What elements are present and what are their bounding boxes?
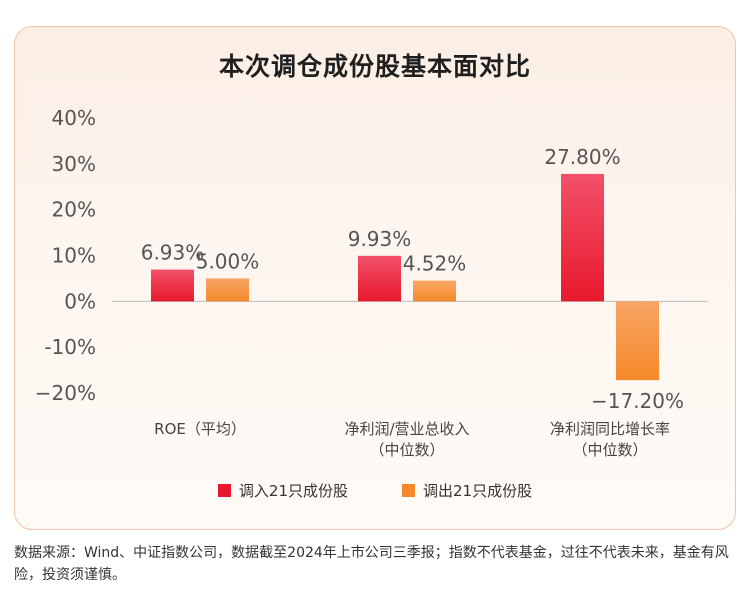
y-tick-label: 40% bbox=[52, 106, 96, 130]
bar-out bbox=[206, 278, 249, 302]
y-tick-label: 20% bbox=[52, 198, 96, 222]
bar-in bbox=[151, 269, 194, 302]
legend-item-out: 调出21只成份股 bbox=[402, 480, 532, 501]
y-tick-label: −20% bbox=[35, 381, 96, 405]
chart-card: 本次调仓成份股基本面对比 bbox=[14, 26, 736, 530]
x-category-label: （中位数） bbox=[572, 441, 647, 459]
data-label: 27.80% bbox=[544, 145, 620, 169]
footnote: 数据来源：Wind、中证指数公司，数据截至2024年上市公司三季报；指数不代表基… bbox=[14, 545, 729, 583]
bar-in bbox=[561, 173, 604, 302]
legend: 调入21只成份股 调出21只成份股 bbox=[0, 480, 750, 501]
bar-chart: 40% 30% 20% 10% 0% -10% −20% 6.93% 9.93% 27.80% 5.… bbox=[35, 106, 708, 459]
bar-out bbox=[616, 301, 659, 381]
x-category-label: ROE（平均） bbox=[154, 420, 246, 438]
chart-title: 本次调仓成份股基本面对比 bbox=[205, 47, 545, 83]
legend-swatch-out bbox=[402, 484, 415, 497]
data-label: −17.20% bbox=[591, 389, 684, 413]
y-tick-label: 0% bbox=[64, 289, 96, 313]
legend-item-in: 调入21只成份股 bbox=[217, 480, 348, 501]
data-label: 4.52% bbox=[403, 252, 467, 276]
y-tick-label: -10% bbox=[44, 335, 96, 359]
bar-out bbox=[413, 280, 456, 302]
legend-label-out: 调出21只成份股 bbox=[423, 482, 533, 500]
data-label: 6.93% bbox=[141, 241, 205, 265]
x-category-label: （中位数） bbox=[369, 441, 444, 459]
data-label: 5.00% bbox=[196, 249, 260, 273]
data-label: 9.93% bbox=[348, 227, 412, 251]
x-category-label: 净利润同比增长率 bbox=[550, 420, 670, 438]
x-category-label: 净利润/营业总收入 bbox=[344, 420, 469, 438]
legend-swatch-in bbox=[217, 484, 231, 497]
bar-in bbox=[358, 255, 401, 302]
legend-label-in: 调入21只成份股 bbox=[238, 482, 348, 500]
y-tick-label: 30% bbox=[52, 152, 96, 176]
y-tick-label: 10% bbox=[52, 244, 96, 268]
